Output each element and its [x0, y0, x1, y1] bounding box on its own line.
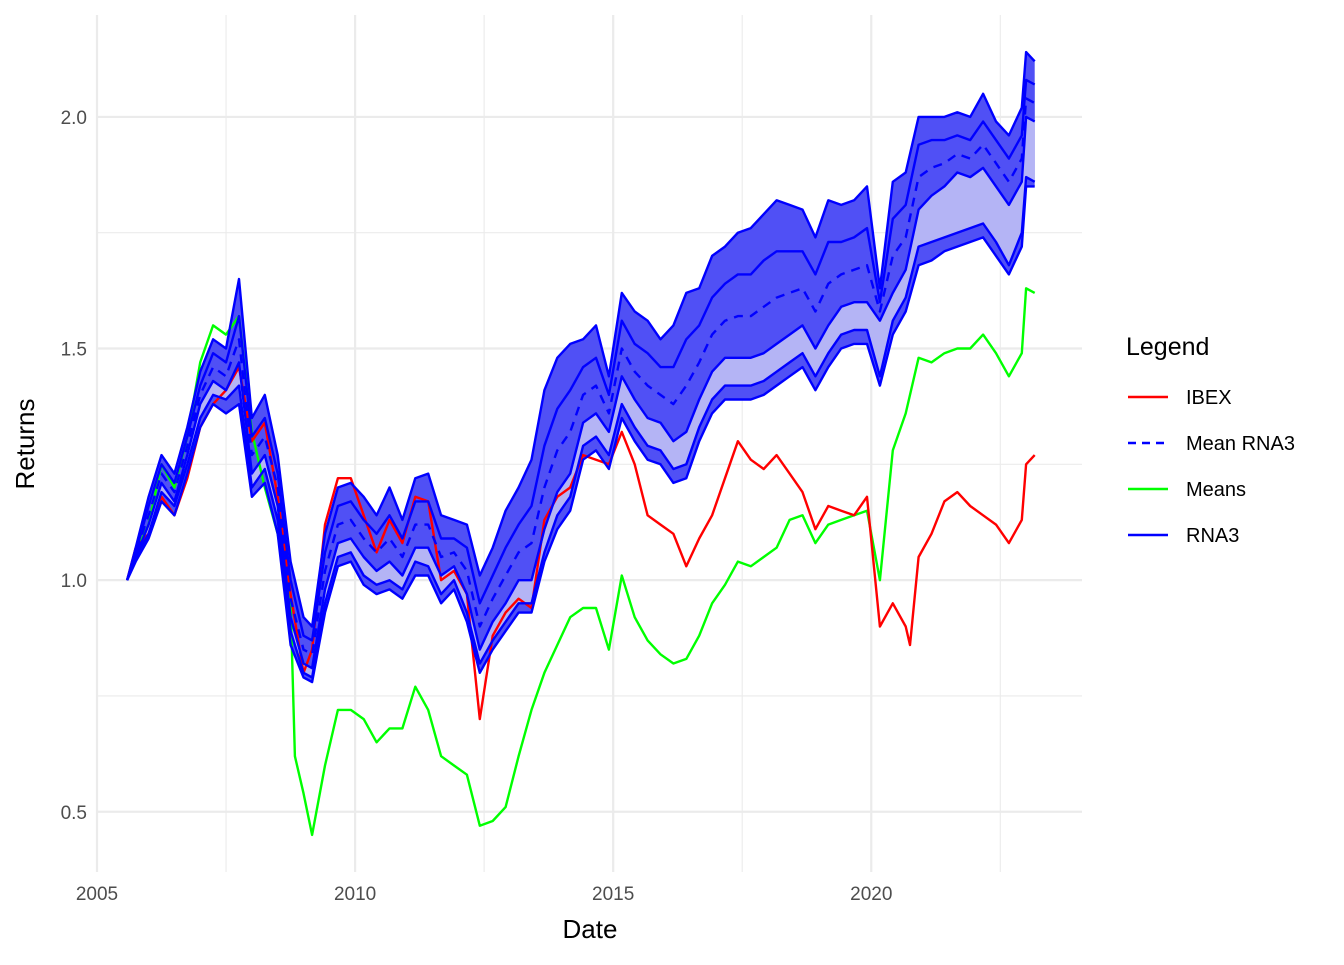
legend-label: Means	[1186, 479, 1246, 501]
x-tick-label: 2015	[592, 884, 634, 905]
legend: Legend IBEX Mean RNA3 Means RNA3	[1126, 333, 1295, 547]
legend-label: IBEX	[1186, 387, 1232, 409]
rna3-upper-band	[127, 79, 1035, 669]
x-tick-label: 2005	[76, 884, 118, 905]
y-tick-label: 1.5	[61, 340, 87, 361]
rna3-line	[125, 175, 1036, 679]
x-axis-title: Date	[563, 914, 618, 944]
rna3-line	[125, 50, 1036, 628]
x-tick-label: 2020	[850, 884, 892, 905]
series-lines	[125, 50, 1036, 837]
rna3-line	[126, 185, 1035, 684]
legend-title: Legend	[1126, 333, 1209, 361]
legend-label: RNA3	[1186, 525, 1239, 547]
mean-rna3-line	[125, 97, 1036, 656]
rna3-line	[125, 115, 1036, 670]
rna3-outer-band	[127, 52, 1035, 683]
y-axis-title: Returns	[10, 398, 40, 489]
x-tick-label: 2010	[334, 884, 376, 905]
rna3-line	[125, 78, 1036, 642]
axis-ticks: 0.5 1.0 1.5 2.0 2005 2010 2015 2020	[61, 108, 893, 905]
y-tick-label: 2.0	[61, 108, 87, 129]
legend-label: Mean RNA3	[1186, 433, 1295, 455]
y-tick-label: 1.0	[61, 571, 87, 592]
rna3-bands	[127, 52, 1035, 683]
ibex-line	[125, 365, 1036, 721]
y-tick-label: 0.5	[61, 803, 87, 824]
